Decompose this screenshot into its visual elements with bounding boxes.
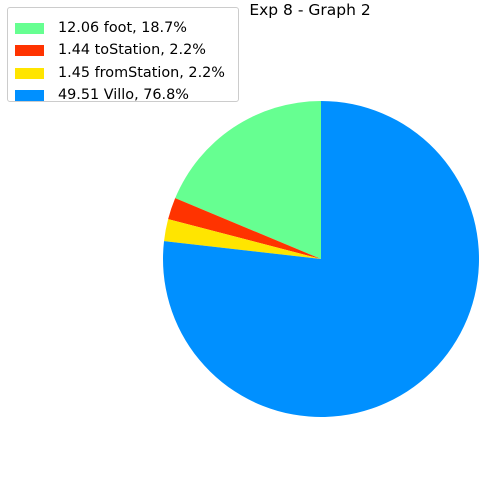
legend-swatch-villo (15, 89, 44, 101)
legend-swatch-tostation (15, 44, 44, 56)
legend-item-fromstation: 1.45 fromStation, 2.2% (15, 64, 225, 82)
chart-title: Exp 8 - Graph 2 (249, 1, 371, 19)
legend: 12.06 foot, 18.7% 1.44 toStation, 2.2% 1… (7, 7, 239, 104)
pie-slice-fromstation (164, 219, 321, 259)
legend-item-villo: 49.51 Villo, 76.8% (15, 86, 189, 104)
legend-item-foot: 12.06 foot, 18.7% (15, 19, 187, 37)
legend-item-tostation: 1.44 toStation, 2.2% (15, 41, 206, 59)
pie-slice-foot (175, 101, 321, 259)
legend-swatch-foot (15, 22, 44, 34)
pie-slice-tostation (168, 198, 321, 259)
legend-swatch-fromstation (15, 67, 44, 79)
legend-label-foot: 12.06 foot, 18.7% (58, 20, 187, 36)
legend-label-fromstation: 1.45 fromStation, 2.2% (58, 65, 225, 81)
legend-label-tostation: 1.44 toStation, 2.2% (58, 42, 206, 58)
legend-label-villo: 49.51 Villo, 76.8% (58, 87, 189, 103)
pie-slice-villo (163, 101, 480, 417)
